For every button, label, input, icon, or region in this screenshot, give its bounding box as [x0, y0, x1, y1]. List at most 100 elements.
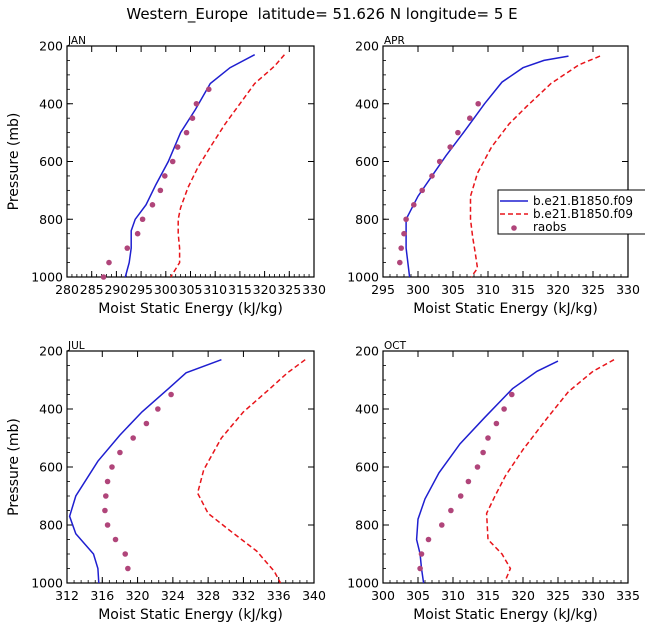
panel-jul: JUL 312 316 320 324 328 332 336 340 200 400 600 800 1… [6, 340, 326, 623]
y-tick-label: 200 [355, 344, 379, 359]
y-tick-label: 200 [39, 344, 63, 359]
raobs-point [419, 187, 426, 194]
x-tick-label: 325 [277, 282, 301, 297]
y-tick-label: 600 [39, 154, 63, 169]
y-tick-label: 1000 [31, 576, 63, 591]
x-tick-label: 315 [228, 282, 252, 297]
raobs-point [143, 420, 150, 427]
raobs-point [155, 406, 161, 412]
x-tick-label: 310 [476, 282, 500, 297]
raobs-point [509, 391, 515, 398]
raobs-point [112, 536, 119, 543]
raobs-point [465, 478, 472, 485]
raobs-point [439, 522, 445, 528]
plot-frame [382, 45, 629, 278]
y-tick-label: 800 [39, 518, 63, 533]
x-tick-label: 336 [267, 588, 291, 603]
x-tick-label: 328 [196, 588, 220, 603]
series-line-model-2 [485, 359, 615, 581]
raobs-point [418, 551, 425, 557]
y-tick-label: 600 [355, 154, 379, 169]
x-tick-label: 295 [129, 282, 153, 297]
panel-label: JUL [67, 340, 85, 352]
raobs-point [493, 420, 500, 427]
legend: b.e21.B1850.f09 b.e21.B1850.f09 raobs [497, 189, 645, 235]
y-tick-label: 200 [39, 39, 63, 54]
raobs-point [480, 449, 486, 456]
raobs-point [475, 100, 482, 107]
raobs-point [117, 449, 123, 456]
y-tick-label: 800 [39, 212, 63, 227]
x-tick-label: 332 [231, 588, 255, 603]
x-tick-label: 340 [302, 588, 326, 603]
raobs-point [205, 86, 212, 93]
raobs-point [455, 129, 461, 136]
raobs-point [183, 129, 190, 136]
raobs-point [447, 144, 454, 150]
y-tick-label: 1000 [347, 576, 379, 591]
x-tick-label: 310 [203, 282, 227, 297]
series-line-model-2 [469, 55, 601, 278]
plot-frame [66, 45, 315, 278]
raobs-point [467, 115, 473, 121]
y-tick-label: 400 [39, 96, 63, 111]
x-tick-label: 315 [476, 588, 500, 603]
raobs-point [139, 216, 146, 223]
legend-marker-3 [511, 225, 517, 231]
x-tick-label: 315 [511, 282, 535, 297]
plot-frame [382, 350, 629, 584]
raobs-point [174, 144, 181, 150]
panel-jan: JAN 280 285 290 295 300 305 310 315 320 325 330 200 4… [6, 35, 326, 317]
raobs-point [417, 565, 423, 572]
x-axis-label: Moist Static Energy (kJ/kg) [98, 301, 283, 317]
legend-label-3: raobs [533, 220, 567, 234]
x-tick-label: 290 [104, 282, 128, 297]
raobs-point [102, 507, 108, 514]
series-line-model-2 [196, 359, 306, 584]
x-tick-label: 285 [80, 282, 104, 297]
panel-label: OCT [384, 340, 407, 352]
x-tick-label: 305 [406, 588, 430, 603]
x-tick-label: 310 [441, 588, 465, 603]
series-line-model-1 [405, 55, 569, 278]
x-tick-label: 280 [55, 282, 79, 297]
y-tick-label: 400 [355, 96, 379, 111]
raobs-point [134, 230, 141, 237]
x-axis-label: Moist Static Energy (kJ/kg) [98, 607, 283, 623]
x-tick-label: 325 [546, 588, 570, 603]
x-tick-label: 312 [55, 588, 79, 603]
raobs-point [193, 100, 200, 107]
x-tick-label: 324 [161, 588, 185, 603]
raobs-point [403, 216, 409, 223]
raobs-point [125, 565, 131, 572]
y-tick-label: 600 [355, 460, 379, 475]
x-tick-label: 305 [179, 282, 203, 297]
x-axis-label: Moist Static Energy (kJ/kg) [413, 607, 598, 623]
raobs-point [157, 187, 164, 194]
raobs-point [100, 274, 107, 280]
plot-frame [66, 350, 315, 584]
y-tick-label: 1000 [31, 270, 63, 285]
y-tick-label: 1000 [347, 270, 379, 285]
panel-label: JAN [67, 35, 86, 47]
x-tick-label: 320 [126, 588, 150, 603]
x-tick-label: 325 [581, 282, 605, 297]
x-tick-label: 305 [441, 282, 465, 297]
series-line-model-1 [124, 54, 256, 278]
raobs-point [397, 259, 403, 266]
x-tick-label: 330 [581, 588, 605, 603]
raobs-point [474, 464, 481, 470]
raobs-point [401, 230, 407, 237]
raobs-point [149, 202, 156, 208]
legend-label-1: b.e21.B1850.f09 [533, 194, 633, 208]
raobs-point [457, 493, 464, 499]
raobs-point [106, 259, 112, 266]
figure-title: Western_Europe latitude= 51.626 N longit… [126, 5, 517, 24]
y-tick-label: 200 [355, 39, 379, 54]
raobs-point [162, 173, 168, 179]
x-axis-label: Moist Static Energy (kJ/kg) [413, 301, 598, 317]
raobs-point [103, 493, 109, 499]
raobs-point [398, 245, 405, 251]
series-line-model-1 [415, 360, 559, 584]
